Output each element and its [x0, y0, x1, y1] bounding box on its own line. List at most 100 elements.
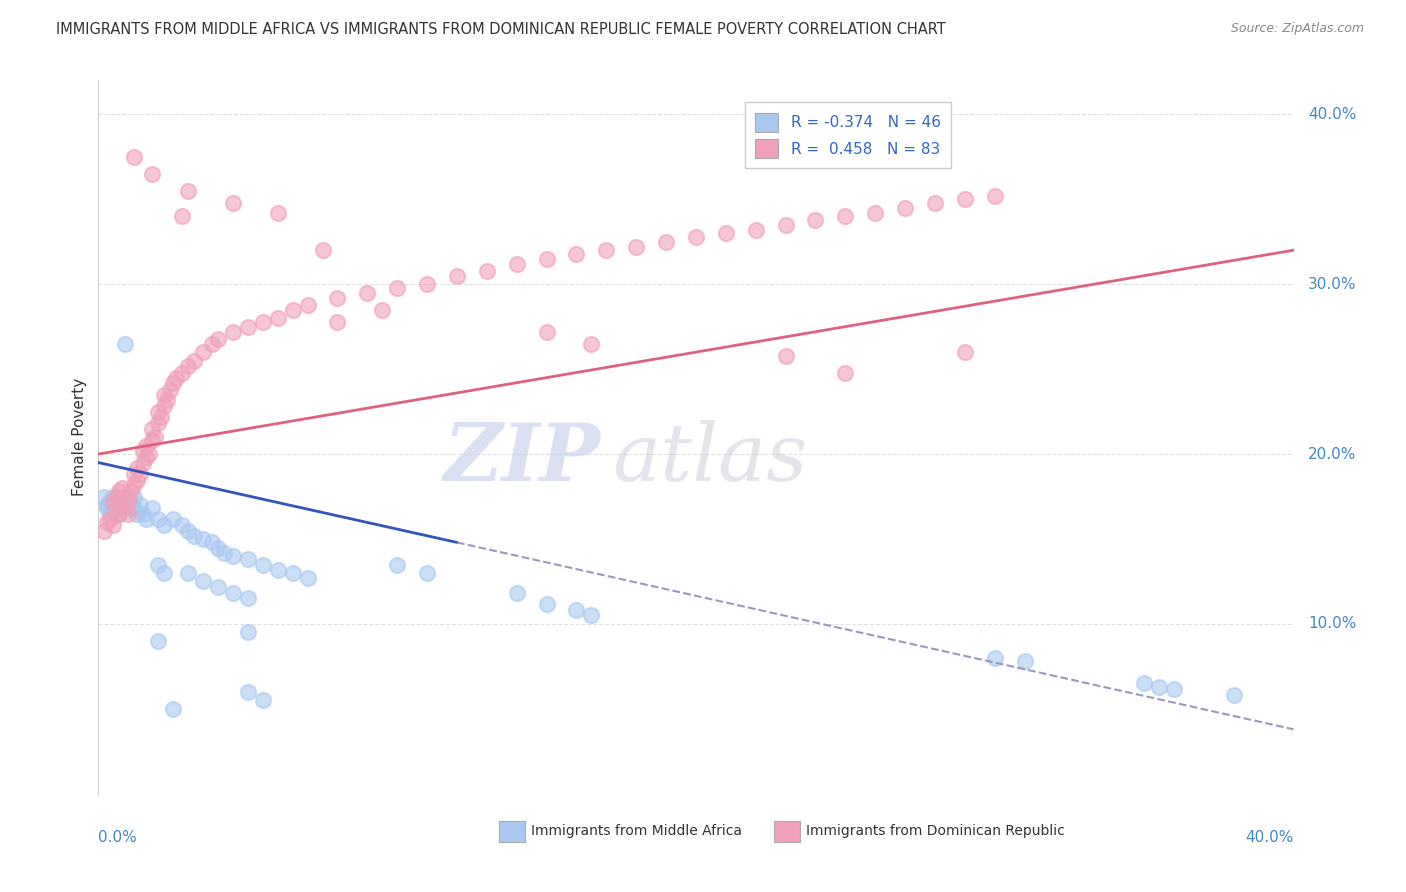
Point [124, 467, 146, 482]
Point [138, 447, 160, 461]
FancyBboxPatch shape [773, 821, 800, 842]
Point [141, 501, 163, 516]
Point [117, 501, 139, 516]
Point [222, 195, 245, 210]
Point [356, 285, 378, 300]
Point [98, 507, 122, 521]
Point [111, 494, 134, 508]
Point [385, 280, 409, 294]
Text: 20.0%: 20.0% [1308, 447, 1357, 461]
Point [236, 685, 259, 699]
FancyBboxPatch shape [499, 821, 524, 842]
Point [222, 586, 245, 600]
Point [103, 501, 125, 516]
Text: Immigrants from Dominican Republic: Immigrants from Dominican Republic [806, 824, 1064, 838]
Point [326, 314, 349, 328]
Point [98, 511, 122, 525]
Point [924, 195, 946, 210]
Point [148, 417, 170, 431]
Point [191, 345, 214, 359]
Point [105, 501, 128, 516]
Point [183, 353, 205, 368]
Point [222, 325, 245, 339]
Point [105, 490, 128, 504]
Text: 0.0%: 0.0% [98, 830, 138, 845]
Point [127, 507, 149, 521]
Text: 40.0%: 40.0% [1308, 107, 1357, 122]
Point [1223, 689, 1246, 703]
Point [127, 460, 149, 475]
Point [105, 494, 128, 508]
Point [297, 297, 319, 311]
Point [96, 501, 118, 516]
Text: 10.0%: 10.0% [1308, 616, 1357, 632]
Point [148, 558, 170, 572]
Point [311, 243, 333, 257]
Point [236, 591, 259, 606]
Point [129, 498, 152, 512]
Point [506, 257, 529, 271]
Point [103, 490, 125, 504]
Point [153, 518, 176, 533]
Point [267, 206, 290, 220]
Point [148, 404, 170, 418]
Point [416, 277, 439, 292]
Point [1014, 654, 1036, 668]
Point [114, 501, 136, 516]
Text: atlas: atlas [613, 420, 807, 497]
Point [108, 507, 131, 521]
Point [141, 421, 163, 435]
Point [108, 507, 131, 521]
Point [108, 498, 131, 512]
Point [385, 558, 409, 572]
Point [297, 571, 319, 585]
Point [984, 651, 1007, 665]
Point [108, 484, 131, 499]
Point [565, 246, 588, 260]
Point [201, 535, 224, 549]
Point [148, 511, 170, 525]
Point [177, 566, 200, 580]
Point [135, 511, 157, 525]
Point [148, 634, 170, 648]
Point [153, 387, 176, 401]
Point [117, 490, 139, 504]
Point [506, 586, 529, 600]
Point [252, 314, 274, 328]
Text: ZIP: ZIP [443, 420, 600, 497]
Point [222, 549, 245, 563]
Point [267, 563, 290, 577]
Legend: R = -0.374   N = 46, R =  0.458   N = 83: R = -0.374 N = 46, R = 0.458 N = 83 [745, 103, 952, 169]
Point [775, 349, 797, 363]
Point [536, 325, 558, 339]
Point [536, 597, 558, 611]
Point [165, 370, 187, 384]
Point [865, 206, 887, 220]
Point [183, 528, 205, 542]
Point [565, 603, 588, 617]
Point [132, 456, 155, 470]
Point [834, 366, 856, 380]
Point [326, 291, 349, 305]
Point [124, 490, 146, 504]
Point [685, 229, 707, 244]
Point [267, 311, 290, 326]
Text: Immigrants from Middle Africa: Immigrants from Middle Africa [531, 824, 742, 838]
Point [162, 376, 184, 390]
Point [252, 558, 274, 572]
Point [120, 498, 142, 512]
Point [172, 366, 194, 380]
Point [93, 490, 115, 504]
Text: 30.0%: 30.0% [1308, 277, 1357, 292]
Point [191, 574, 214, 589]
Point [162, 511, 184, 525]
Point [105, 507, 128, 521]
Point [834, 209, 856, 223]
Point [745, 223, 768, 237]
Point [153, 566, 176, 580]
Point [172, 518, 194, 533]
Point [124, 150, 146, 164]
Point [416, 566, 439, 580]
Point [201, 336, 224, 351]
Point [1133, 676, 1156, 690]
